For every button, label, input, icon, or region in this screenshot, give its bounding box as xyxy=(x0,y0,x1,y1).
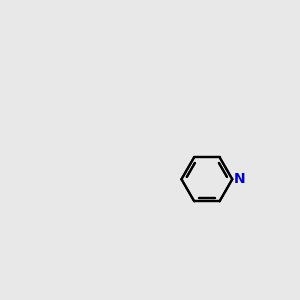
Text: N: N xyxy=(234,172,246,186)
